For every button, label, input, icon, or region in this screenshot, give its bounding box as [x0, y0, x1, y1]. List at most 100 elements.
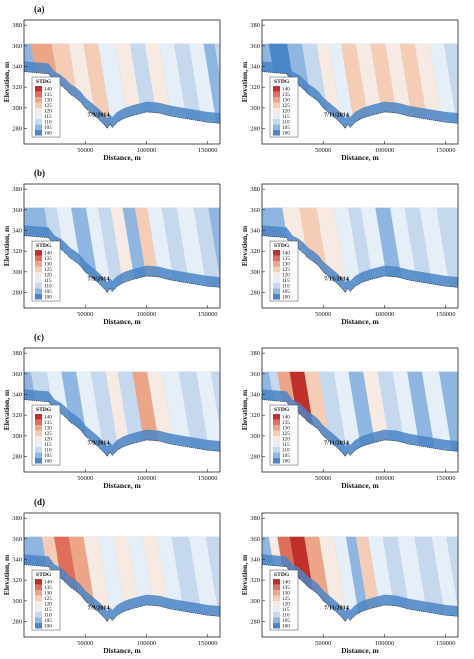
y-tick-label: 360 [250, 207, 260, 214]
date-label: 7/9/2014 [87, 276, 109, 283]
legend-swatch [35, 119, 42, 125]
x-axis-label: Distance, m [103, 317, 141, 326]
legend-swatch [35, 458, 42, 464]
y-tick-label: 300 [250, 269, 260, 276]
legend-level: 120 [44, 602, 52, 608]
panel-label: (d) [34, 497, 45, 507]
contour-band [438, 371, 458, 457]
y-tick-label: 340 [250, 64, 260, 71]
panel-a-left: 280 300 320 340 360 380 50000 100000 150000 Dista… [2, 4, 221, 162]
y-tick-label: 320 [250, 412, 260, 419]
panel-b-right: 280 300 320 340 360 380 50000 100000 150000 Dista… [240, 183, 459, 326]
x-axis-label: Distance, m [341, 481, 379, 490]
legend-swatch [273, 425, 280, 431]
y-tick-label: 320 [250, 577, 260, 584]
legend-level: 120 [282, 273, 290, 279]
legend-swatch [35, 250, 42, 256]
legend-swatch [273, 277, 280, 284]
legend-swatch [273, 612, 280, 618]
legend-level: 115 [44, 114, 52, 120]
legend-level: 130 [44, 262, 52, 268]
legend-swatch [273, 606, 280, 613]
legend-level: 115 [44, 278, 52, 284]
date-label: 7/9/2014 [87, 112, 109, 119]
legend-swatch [273, 108, 280, 114]
legend-swatch [35, 108, 42, 114]
x-tick-label: 50000 [315, 475, 331, 482]
legend-swatch [273, 119, 280, 125]
x-tick-label: 100000 [137, 147, 157, 154]
legend-level: 110 [282, 284, 290, 290]
legend-title: STDG [274, 79, 290, 85]
legend-swatch [35, 441, 42, 448]
legend-level: 115 [282, 442, 290, 448]
y-tick-label: 300 [12, 433, 22, 440]
y-tick-label: 360 [250, 371, 260, 378]
legend-level: 120 [282, 437, 290, 443]
y-axis-label: Elevation, m [240, 554, 249, 595]
legend-swatch [273, 266, 280, 273]
contour-band [205, 536, 220, 622]
legend-swatch [35, 595, 42, 602]
x-tick-label: 150000 [198, 311, 218, 318]
legend-level: 120 [44, 437, 52, 443]
y-tick-label: 340 [12, 557, 22, 564]
legend-level: 135 [282, 92, 290, 98]
y-tick-label: 340 [12, 228, 22, 235]
legend-level: 140 [44, 415, 52, 421]
x-tick-label: 100000 [137, 311, 157, 318]
y-tick-label: 280 [12, 290, 22, 297]
legend-level: 135 [44, 92, 52, 98]
legend-swatch [273, 261, 280, 267]
y-tick-label: 340 [250, 392, 260, 399]
legend-level: 115 [282, 607, 290, 613]
y-tick-label: 380 [250, 186, 260, 193]
legend-swatch [273, 601, 280, 607]
legend-swatch [35, 124, 42, 131]
legend-level: 100 [282, 131, 290, 137]
legend-level: 130 [282, 591, 290, 597]
legend-swatch [273, 414, 280, 420]
x-tick-label: 100000 [375, 311, 395, 318]
x-tick-label: 50000 [315, 640, 331, 647]
y-tick-label: 380 [12, 515, 22, 522]
contour-band [85, 207, 115, 293]
x-tick-label: 50000 [77, 311, 93, 318]
y-tick-label: 280 [12, 454, 22, 461]
legend-level: 140 [282, 87, 290, 93]
legend-level: 110 [44, 613, 52, 619]
date-label: 7/11/2014 [324, 112, 349, 119]
legend-level: 135 [44, 256, 52, 262]
legend-swatch [273, 102, 280, 109]
legend-level: 100 [44, 295, 52, 301]
legend-level: 125 [44, 103, 52, 109]
legend-swatch [273, 288, 280, 295]
x-tick-label: 150000 [436, 311, 456, 318]
y-tick-label: 300 [250, 598, 260, 605]
legend-level: 105 [44, 289, 52, 295]
x-tick-label: 50000 [315, 147, 331, 154]
date-label: 7/11/2014 [324, 276, 349, 283]
legend-swatch [273, 430, 280, 437]
y-tick-label: 360 [12, 536, 22, 543]
x-tick-label: 50000 [315, 311, 331, 318]
legend-swatch [35, 590, 42, 596]
legend-level: 125 [44, 431, 52, 437]
panel-label: (a) [34, 4, 45, 14]
legend-swatch [35, 601, 42, 607]
legend-swatch [273, 458, 280, 464]
x-tick-label: 150000 [198, 475, 218, 482]
legend-swatch [35, 294, 42, 300]
panel-c-right: 280 300 320 340 360 380 50000 100000 150000 Dista… [240, 347, 459, 490]
y-axis-label: Elevation, m [240, 389, 249, 430]
y-tick-label: 280 [250, 126, 260, 133]
legend-level: 125 [282, 431, 290, 437]
plot-frame [23, 19, 221, 145]
legend-swatch [273, 272, 280, 278]
legend-level: 105 [282, 453, 290, 459]
legend-swatch [35, 579, 42, 585]
legend-swatch [35, 430, 42, 437]
x-tick-label: 150000 [198, 640, 218, 647]
legend-swatch [35, 425, 42, 431]
y-tick-label: 280 [250, 454, 260, 461]
